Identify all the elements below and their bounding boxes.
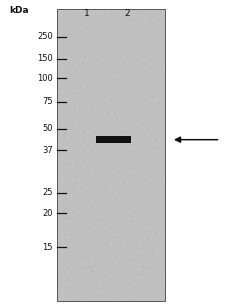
Bar	[96, 136, 131, 143]
Text: 250: 250	[37, 32, 53, 41]
Text: 75: 75	[42, 97, 53, 107]
Text: 2: 2	[124, 9, 130, 18]
Text: 150: 150	[37, 54, 53, 64]
Text: kDa: kDa	[9, 6, 29, 15]
Bar	[57, 9, 165, 301]
Text: 50: 50	[42, 124, 53, 134]
Text: 25: 25	[42, 188, 53, 197]
Text: 20: 20	[42, 209, 53, 218]
Text: 1: 1	[84, 9, 90, 18]
Text: 100: 100	[37, 74, 53, 83]
Text: 15: 15	[42, 243, 53, 252]
Text: 37: 37	[42, 146, 53, 155]
